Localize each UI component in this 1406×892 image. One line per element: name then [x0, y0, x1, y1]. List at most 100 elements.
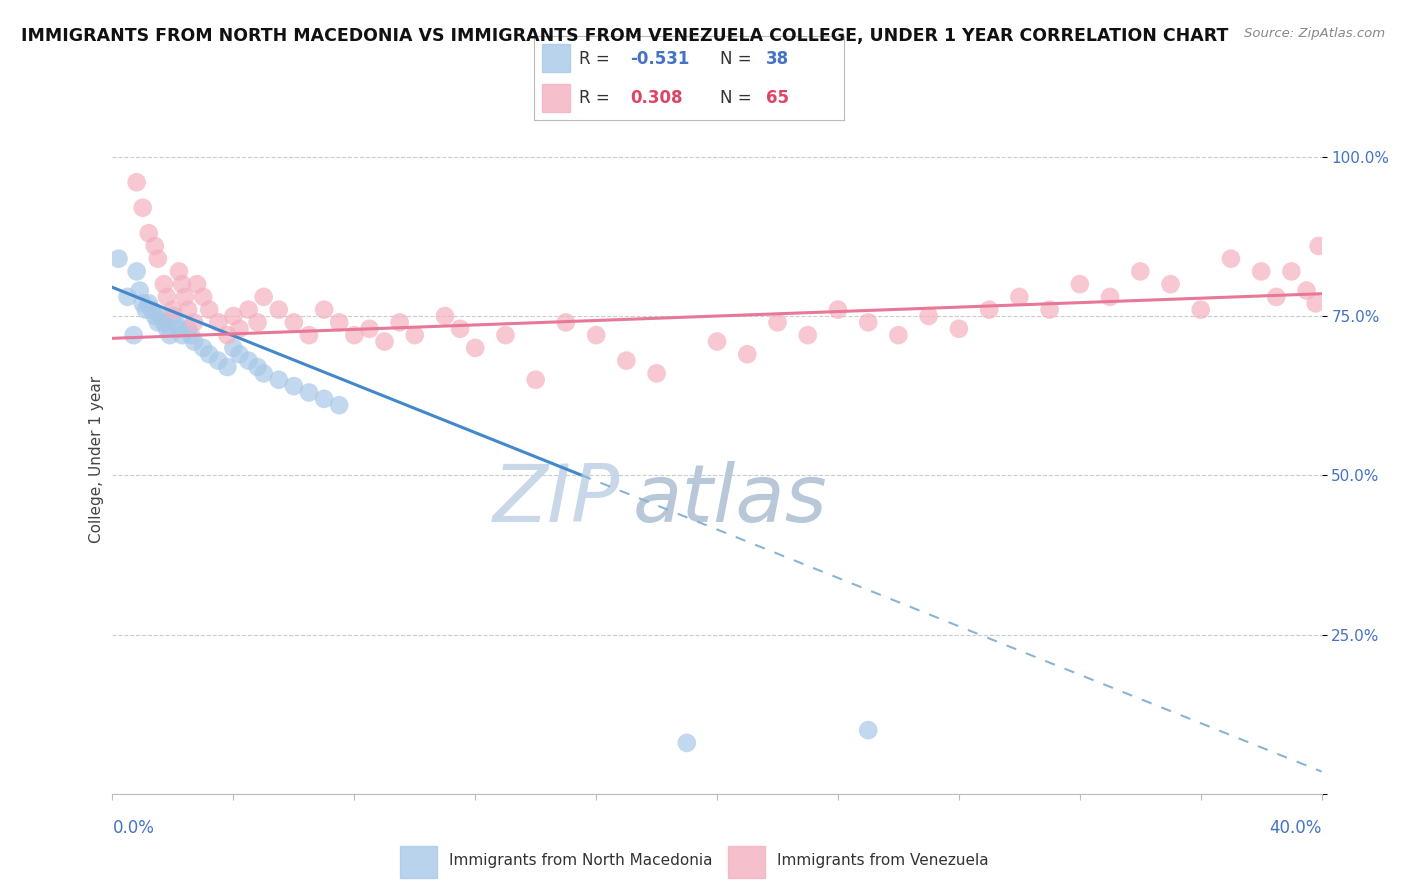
- Point: [1295, 284, 1317, 298]
- Point: [153, 277, 176, 292]
- Text: 0.308: 0.308: [630, 88, 683, 106]
- Point: [207, 353, 229, 368]
- Point: [170, 277, 193, 292]
- Point: [524, 373, 547, 387]
- Point: [1159, 277, 1181, 292]
- Point: [737, 347, 759, 361]
- Point: [180, 328, 202, 343]
- Y-axis label: College, Under 1 year: College, Under 1 year: [89, 376, 104, 543]
- Text: Immigrants from Venezuela: Immigrants from Venezuela: [778, 853, 988, 868]
- Point: [1069, 277, 1091, 292]
- Text: 38: 38: [766, 50, 789, 68]
- Point: [948, 322, 970, 336]
- Point: [138, 296, 160, 310]
- Point: [827, 302, 849, 317]
- Point: [125, 175, 148, 189]
- Point: [1189, 302, 1212, 317]
- Point: [298, 385, 321, 400]
- Point: [433, 309, 456, 323]
- Point: [1008, 290, 1031, 304]
- Point: [228, 322, 250, 336]
- Point: [146, 315, 169, 329]
- Point: [464, 341, 486, 355]
- Point: [141, 302, 163, 317]
- Text: N =: N =: [720, 88, 756, 106]
- Text: Source: ZipAtlas.com: Source: ZipAtlas.com: [1244, 27, 1385, 40]
- Point: [138, 226, 160, 240]
- Point: [222, 309, 245, 323]
- Point: [1279, 264, 1302, 278]
- Point: [675, 736, 697, 750]
- Point: [174, 290, 197, 304]
- Text: R =: R =: [579, 88, 616, 106]
- Text: Immigrants from North Macedonia: Immigrants from North Macedonia: [450, 853, 713, 868]
- Point: [1265, 290, 1288, 304]
- Text: 0.0%: 0.0%: [112, 819, 155, 837]
- Point: [706, 334, 728, 349]
- Point: [167, 322, 190, 336]
- Point: [328, 398, 350, 412]
- Point: [149, 309, 172, 323]
- Point: [143, 309, 166, 323]
- Point: [143, 239, 166, 253]
- Point: [177, 302, 200, 317]
- Point: [253, 367, 276, 381]
- Bar: [399, 846, 437, 878]
- Text: atlas: atlas: [633, 460, 827, 539]
- Text: R =: R =: [579, 50, 616, 68]
- Point: [198, 347, 221, 361]
- Point: [122, 328, 145, 343]
- Text: 40.0%: 40.0%: [1270, 819, 1322, 837]
- Point: [359, 322, 381, 336]
- Point: [238, 302, 260, 317]
- Point: [267, 302, 290, 317]
- Point: [343, 328, 366, 343]
- Text: -0.531: -0.531: [630, 50, 689, 68]
- Point: [117, 290, 139, 304]
- Point: [1250, 264, 1272, 278]
- Point: [246, 359, 269, 374]
- Point: [977, 302, 1000, 317]
- Point: [222, 341, 245, 355]
- Point: [183, 334, 205, 349]
- Point: [616, 353, 638, 368]
- Point: [170, 328, 193, 343]
- Point: [132, 201, 155, 215]
- Point: [198, 302, 221, 317]
- Point: [554, 315, 576, 329]
- Point: [125, 264, 148, 278]
- Point: [183, 315, 205, 329]
- Point: [159, 328, 181, 343]
- Point: [156, 322, 179, 336]
- Point: [146, 252, 169, 266]
- Point: [228, 347, 250, 361]
- Point: [766, 315, 789, 329]
- Point: [314, 302, 336, 317]
- Point: [449, 322, 471, 336]
- Point: [191, 290, 214, 304]
- Point: [1098, 290, 1121, 304]
- Point: [238, 353, 260, 368]
- Point: [128, 284, 150, 298]
- Point: [253, 290, 276, 304]
- Point: [1305, 296, 1327, 310]
- Text: IMMIGRANTS FROM NORTH MACEDONIA VS IMMIGRANTS FROM VENEZUELA COLLEGE, UNDER 1 YE: IMMIGRANTS FROM NORTH MACEDONIA VS IMMIG…: [21, 27, 1229, 45]
- Point: [156, 290, 179, 304]
- Point: [167, 264, 190, 278]
- Point: [162, 309, 184, 323]
- Point: [328, 315, 350, 329]
- Point: [856, 723, 880, 738]
- Point: [404, 328, 426, 343]
- Point: [162, 302, 184, 317]
- Point: [887, 328, 910, 343]
- Point: [177, 322, 200, 336]
- Text: ZIP: ZIP: [494, 460, 620, 539]
- Point: [1308, 239, 1330, 253]
- Point: [246, 315, 269, 329]
- Point: [207, 315, 229, 329]
- Point: [585, 328, 607, 343]
- Point: [495, 328, 517, 343]
- Point: [165, 315, 187, 329]
- Bar: [541, 84, 569, 112]
- Point: [1220, 252, 1243, 266]
